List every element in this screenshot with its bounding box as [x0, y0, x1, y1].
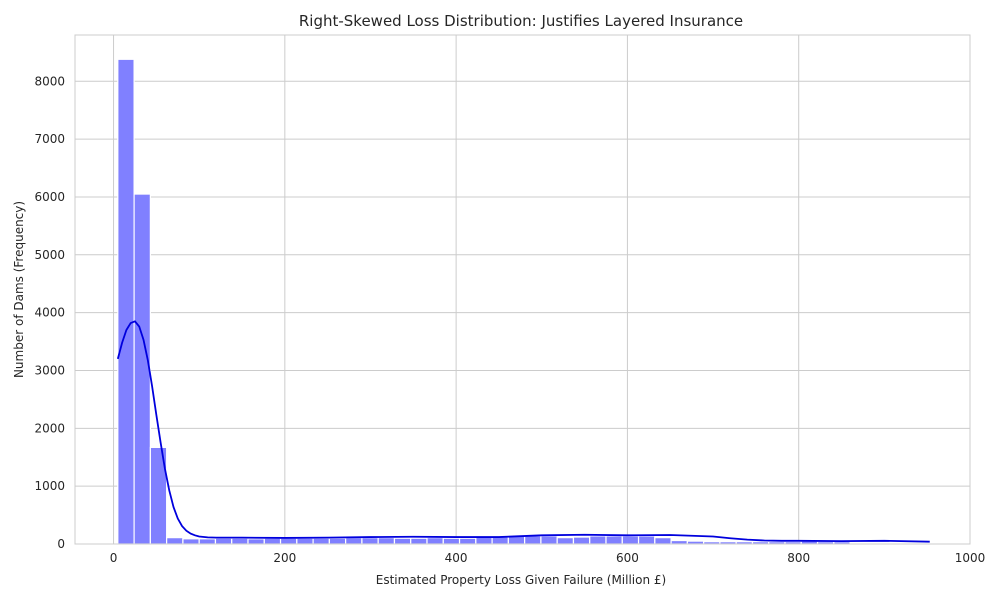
x-tick-label: 1000	[955, 551, 986, 565]
plot-background	[75, 35, 970, 544]
y-tick-label: 3000	[34, 363, 65, 377]
x-tick-label: 200	[273, 551, 296, 565]
histogram-bar	[524, 535, 542, 545]
histogram-bar	[182, 538, 200, 545]
histogram-bar	[637, 535, 656, 545]
x-tick-label: 600	[616, 551, 639, 565]
y-tick-label: 0	[57, 537, 65, 551]
x-axis-ticks: 0 200 400 600 800 1000	[110, 551, 986, 565]
histogram-bar	[377, 537, 396, 545]
histogram-bar	[279, 537, 298, 545]
histogram-bar	[198, 538, 217, 545]
histogram-bar	[393, 537, 412, 545]
histogram-bar	[589, 535, 607, 545]
y-axis-ticks: 0 1000 2000 3000 4000 5000 6000 7000 8000	[34, 74, 65, 551]
histogram-bar	[426, 537, 444, 545]
y-tick-label: 6000	[34, 190, 65, 204]
y-tick-label: 5000	[34, 248, 65, 262]
chart-title: Right-Skewed Loss Distribution: Justifie…	[299, 12, 743, 30]
histogram-bar	[475, 536, 493, 545]
histogram-bar	[296, 537, 314, 545]
histogram-bars	[117, 58, 851, 545]
histogram-bar	[654, 537, 672, 545]
histogram-bar	[345, 537, 363, 545]
histogram-bar	[621, 535, 640, 545]
histogram-bar	[442, 537, 461, 545]
histogram-bar	[458, 537, 477, 545]
histogram-bar	[556, 537, 575, 545]
histogram-bar	[263, 537, 282, 545]
histogram-bar	[214, 537, 233, 545]
histogram-bar	[572, 536, 591, 545]
histogram-bar	[410, 537, 428, 545]
histogram-bar	[133, 193, 151, 545]
histogram-bar	[231, 537, 249, 545]
histogram-bar	[605, 535, 623, 545]
kde-curve-line	[116, 320, 930, 543]
x-tick-label: 400	[445, 551, 468, 565]
y-tick-label: 1000	[34, 479, 65, 493]
y-tick-label: 7000	[34, 132, 65, 146]
histogram-bar	[247, 538, 265, 545]
x-axis-label: Estimated Property Loss Given Failure (M…	[376, 573, 666, 587]
histogram-bar	[540, 535, 558, 545]
x-tick-label: 800	[787, 551, 810, 565]
histogram-bar	[312, 537, 330, 545]
histogram-bar	[361, 537, 379, 545]
y-tick-label: 4000	[34, 306, 65, 320]
y-axis-label: Number of Dams (Frequency)	[12, 201, 26, 378]
histogram-bar	[166, 537, 184, 545]
y-tick-label: 2000	[34, 421, 65, 435]
histogram-bar	[670, 539, 688, 545]
histogram-bar	[328, 537, 347, 545]
x-tick-label: 0	[110, 551, 118, 565]
y-tick-label: 8000	[34, 74, 65, 88]
histogram-bar	[117, 58, 135, 545]
plot-frame	[74, 34, 971, 545]
